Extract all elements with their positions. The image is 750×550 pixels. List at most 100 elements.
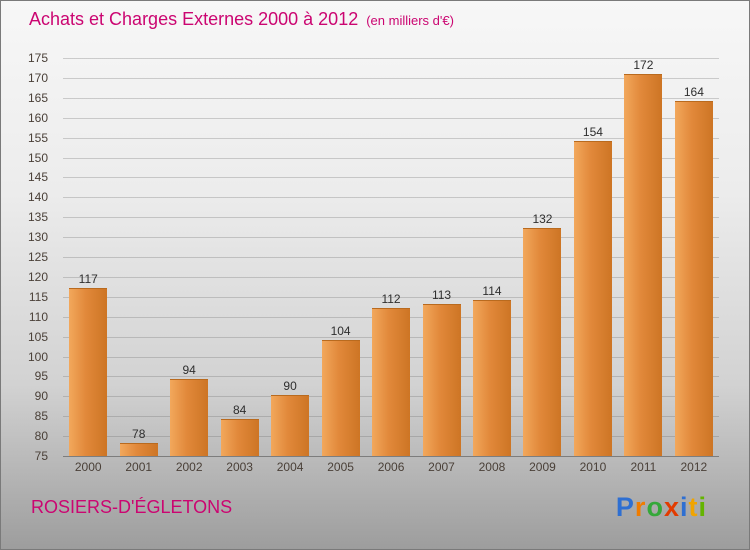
bar bbox=[69, 287, 108, 456]
bar-group: 117 bbox=[63, 58, 113, 456]
x-tick-label: 2001 bbox=[125, 460, 153, 474]
bar-group: 78 bbox=[113, 58, 163, 456]
gridline bbox=[63, 276, 719, 278]
footer: ROSIERS-D'ÉGLETONS Proxiti bbox=[31, 489, 707, 525]
x-axis: 2000 2001 2002 2003 2004 2005 2006 2007 2008 2009… bbox=[63, 460, 719, 474]
bar-value-label: 78 bbox=[132, 427, 146, 442]
x-tick-label: 2002 bbox=[175, 460, 203, 474]
y-tick-label: 170 bbox=[27, 70, 48, 85]
bar-value-label: 154 bbox=[582, 124, 603, 139]
bar-group: 164 bbox=[669, 58, 719, 456]
y-tick-label: 95 bbox=[34, 369, 48, 384]
bar bbox=[472, 299, 511, 456]
gridline bbox=[63, 58, 719, 59]
y-axis: 175 170 165 160 155 150 145 140 135 130 125 120 115 1… bbox=[1, 51, 55, 463]
bar bbox=[422, 303, 461, 456]
gridline bbox=[63, 117, 719, 119]
y-tick-label: 130 bbox=[27, 230, 48, 245]
x-tick-label: 2010 bbox=[579, 460, 607, 474]
bar-value-label: 117 bbox=[78, 271, 98, 286]
bar bbox=[119, 443, 158, 456]
gridline bbox=[63, 177, 719, 179]
bar-group: 104 bbox=[315, 58, 365, 456]
bar-group: 132 bbox=[517, 58, 567, 456]
proxiti-logo[interactable]: Proxiti bbox=[616, 492, 707, 523]
y-tick-label: 100 bbox=[27, 349, 48, 364]
bar-value-label: 132 bbox=[532, 212, 553, 227]
y-tick-label: 155 bbox=[27, 130, 48, 145]
gridline bbox=[63, 97, 719, 99]
y-tick-label: 125 bbox=[27, 250, 48, 264]
logo-letter: o bbox=[646, 491, 664, 522]
x-tick-label: 2005 bbox=[327, 460, 354, 474]
gridline bbox=[63, 137, 719, 139]
bar bbox=[674, 100, 713, 456]
logo-letter: t bbox=[688, 491, 699, 522]
x-tick-label: 2004 bbox=[276, 460, 304, 474]
y-tick-label: 175 bbox=[27, 51, 48, 65]
bar-value-label: 172 bbox=[633, 58, 654, 72]
bar-value-label: 112 bbox=[381, 291, 401, 306]
bar bbox=[573, 140, 612, 456]
bar-value-label: 104 bbox=[330, 323, 351, 338]
bar bbox=[271, 395, 310, 456]
gridline bbox=[63, 456, 719, 457]
bar-group: 112 bbox=[366, 58, 416, 456]
gridline bbox=[63, 77, 719, 79]
bars-row: 117 78 94 84 90 104 112 113 114 132 154 172 164 bbox=[63, 58, 719, 456]
bar-value-label: 84 bbox=[232, 403, 247, 418]
bar bbox=[170, 379, 209, 456]
x-tick-label: 2007 bbox=[428, 460, 455, 474]
y-tick-label: 115 bbox=[28, 289, 48, 304]
gridline bbox=[63, 257, 719, 258]
gridline bbox=[63, 217, 719, 219]
y-tick-label: 110 bbox=[28, 309, 48, 324]
bar-group: 113 bbox=[416, 58, 466, 456]
y-tick-label: 90 bbox=[34, 389, 48, 404]
gridline bbox=[63, 197, 719, 199]
bar-value-label: 90 bbox=[283, 379, 297, 394]
bar-group: 114 bbox=[467, 58, 517, 456]
company-name: ROSIERS-D'ÉGLETONS bbox=[31, 496, 233, 517]
logo-letter: P bbox=[615, 491, 635, 522]
y-tick-label: 160 bbox=[27, 110, 48, 125]
bar bbox=[624, 74, 663, 456]
y-tick-label: 120 bbox=[27, 269, 48, 284]
y-tick-label: 140 bbox=[27, 190, 48, 205]
bar-group: 172 bbox=[618, 58, 668, 456]
logo-letter: i bbox=[698, 491, 707, 522]
x-tick-label: 2009 bbox=[529, 460, 556, 474]
chart-title: Achats et Charges Externes 2000 à 2012 bbox=[29, 9, 359, 29]
bar-group: 154 bbox=[568, 58, 618, 456]
y-tick-label: 165 bbox=[27, 90, 48, 105]
x-tick-label: 2012 bbox=[680, 460, 708, 474]
bar-group: 94 bbox=[164, 58, 214, 456]
bar-value-label: 164 bbox=[683, 84, 704, 99]
bar bbox=[523, 228, 562, 456]
y-tick-label: 135 bbox=[27, 210, 48, 225]
logo-letter: r bbox=[634, 491, 647, 522]
x-tick-label: 2003 bbox=[226, 460, 253, 474]
bar-group: 90 bbox=[265, 58, 315, 456]
y-tick-label: 85 bbox=[34, 409, 48, 424]
chart-header: Achats et Charges Externes 2000 à 2012 (e… bbox=[29, 9, 454, 30]
bar bbox=[220, 419, 259, 456]
chart-subtitle: (en milliers d'€) bbox=[366, 13, 454, 28]
y-tick-label: 75 bbox=[34, 449, 48, 463]
gridline bbox=[63, 157, 719, 159]
x-tick-label: 2011 bbox=[630, 460, 657, 474]
bar-value-label: 94 bbox=[182, 363, 196, 378]
logo-letter: x bbox=[663, 491, 680, 522]
bar-group: 84 bbox=[214, 58, 264, 456]
y-tick-label: 150 bbox=[27, 150, 48, 165]
gridline bbox=[63, 296, 719, 298]
y-tick-label: 145 bbox=[27, 170, 48, 185]
gridline bbox=[63, 237, 719, 239]
bar bbox=[372, 307, 411, 456]
plot-area: 117 78 94 84 90 104 112 113 114 132 154 172 164 bbox=[63, 58, 719, 457]
logo-letter: i bbox=[679, 491, 689, 522]
bar bbox=[321, 339, 360, 456]
x-tick-label: 2006 bbox=[377, 460, 405, 474]
x-tick-label: 2000 bbox=[74, 460, 102, 474]
